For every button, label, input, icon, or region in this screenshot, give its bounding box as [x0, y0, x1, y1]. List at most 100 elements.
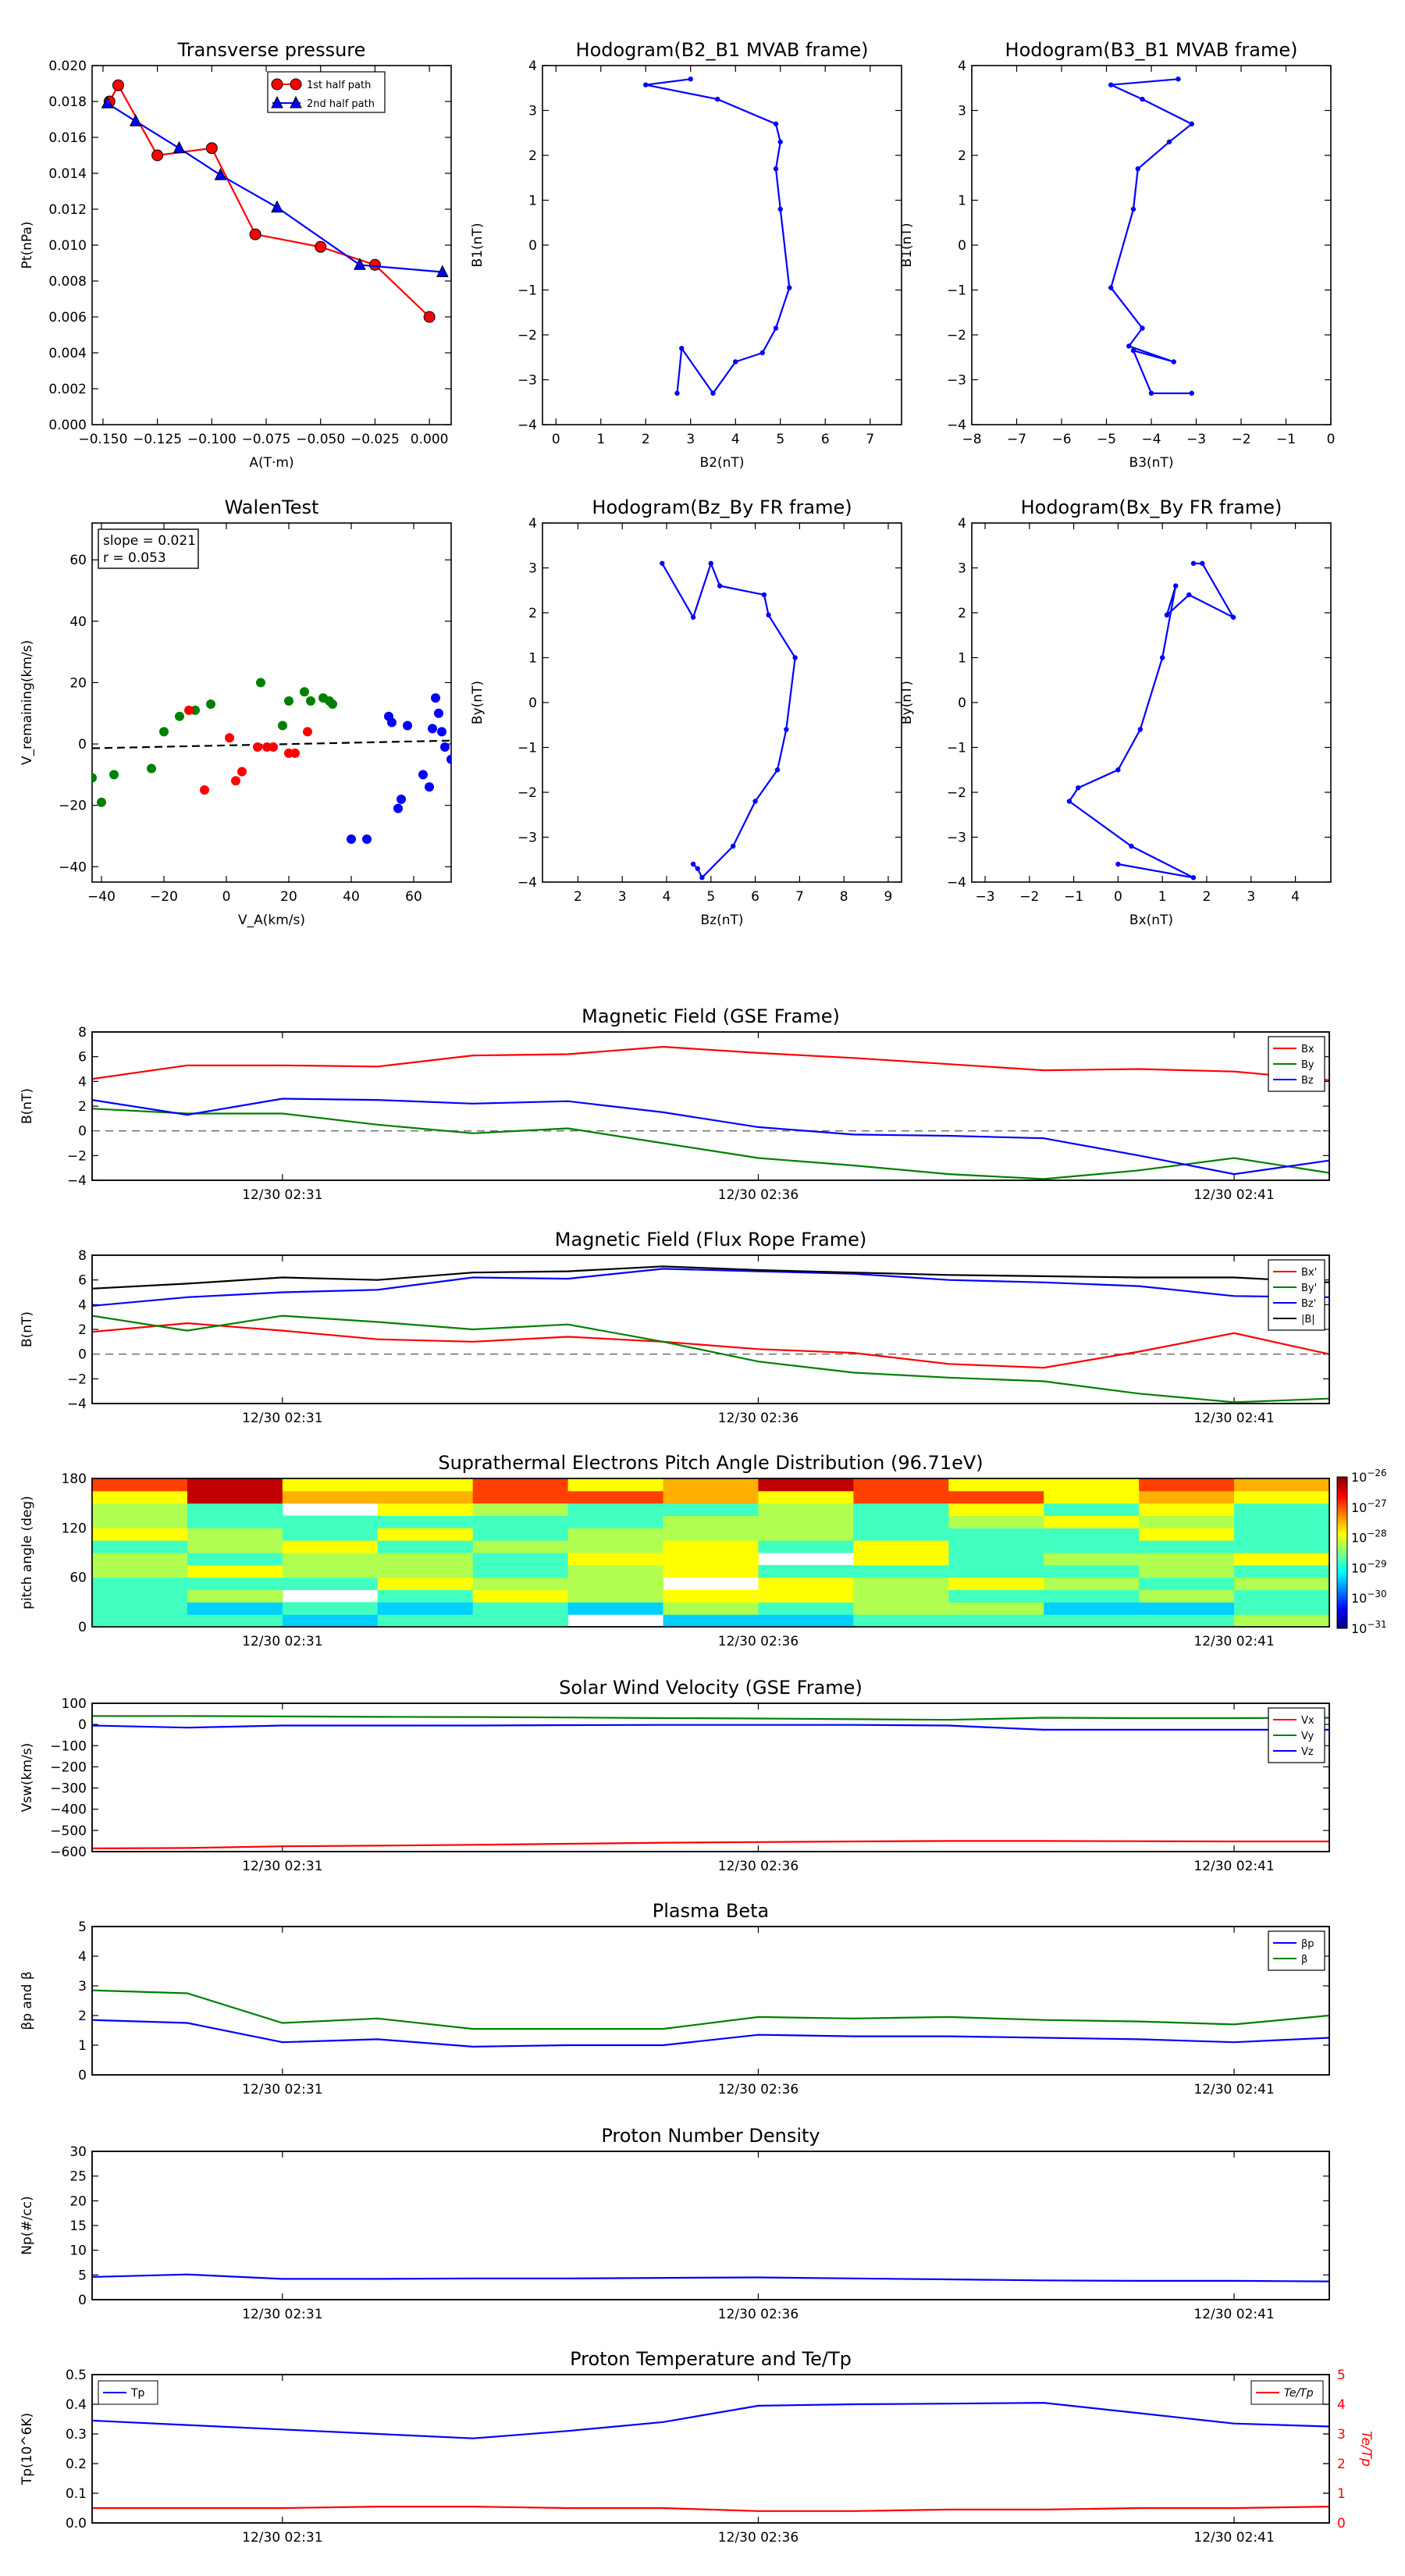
heatmap-cell [282, 1577, 379, 1590]
axes-frame [542, 65, 902, 425]
x-tick-label: 2 [1203, 889, 1211, 905]
x-tick-label: −1 [1276, 432, 1296, 447]
heatmap-cell [1044, 1589, 1140, 1603]
heatmap-cell [853, 1614, 949, 1628]
data-point [436, 265, 449, 277]
heatmap-cell [663, 1540, 759, 1553]
y-tick-label: −20 [59, 799, 87, 814]
y-axis-label-right: Te/Tp [1358, 2431, 1374, 2467]
heatmap-cell [567, 1503, 664, 1516]
x-axis-label: Bz(nT) [700, 913, 743, 928]
x-tick-label: 0.000 [411, 432, 449, 447]
heatmap-cell [567, 1478, 664, 1492]
legend-box [267, 71, 386, 113]
legend-label: Vy [1301, 1731, 1314, 1742]
y-tick-label-right: 5 [1337, 2368, 1346, 2383]
data-point [173, 141, 186, 154]
legend-label: 2nd half path [307, 98, 375, 110]
data-point [1171, 359, 1176, 365]
data-point [423, 311, 436, 323]
y-tick-label: 2 [958, 148, 966, 164]
y-tick-label: −3 [947, 373, 966, 389]
panel-mag_fr: Magnetic Field (Flux Rope Frame) B(nT) −4 −… [20, 1229, 1330, 1426]
data-point [1176, 76, 1181, 82]
heatmap-cell [92, 1540, 188, 1553]
y-tick-label: 0.0 [66, 2516, 87, 2532]
panel-transverse_pressure: Transverse pressure A(T·m) Pt(nPa) 0.000 0.0… [20, 39, 452, 471]
x-tick-label: 12/30 02:36 [718, 2307, 799, 2322]
y-tick-label: 100 [62, 1696, 87, 1712]
series-line [108, 84, 430, 318]
data-point [777, 139, 783, 144]
heatmap-cell [1044, 1540, 1140, 1553]
series-line [92, 1715, 1329, 1721]
heatmap-cell [282, 1540, 379, 1553]
y-tick-label: 3 [528, 561, 537, 577]
scatter-point [237, 767, 247, 777]
y-tick-label: 0.2 [66, 2457, 87, 2472]
panel-hodogram_bxby: Hodogram(Bx_By FR frame) Bx(nT) By(nT) −4 −3… [899, 496, 1332, 928]
series-line [646, 78, 791, 395]
series-line [106, 102, 443, 273]
heatmap-cell [92, 1528, 188, 1541]
heatmap-cell [92, 1564, 188, 1578]
heatmap-cell [92, 1515, 188, 1528]
axes-frame [971, 522, 1332, 883]
y-axis-label: pitch angle (deg) [20, 1496, 35, 1610]
x-tick-label: −5 [1097, 432, 1116, 447]
axes-frame [91, 1031, 1330, 1181]
x-tick-label: −0.025 [350, 432, 400, 447]
y-tick-label: 4 [958, 59, 966, 74]
data-point [1166, 139, 1172, 144]
chart-title: Magnetic Field (Flux Rope Frame) [555, 1229, 866, 1251]
x-tick-label: 12/30 02:31 [242, 2530, 322, 2546]
y-tick-label: 2 [78, 1099, 87, 1115]
heatmap-cell [1044, 1528, 1140, 1541]
scatter-point [393, 803, 403, 813]
colorbar [1336, 1476, 1348, 1629]
y-tick-label: 0.004 [48, 346, 87, 361]
x-tick-label: 12/30 02:31 [242, 1634, 322, 1649]
heatmap-cell [187, 1540, 283, 1553]
data-point [315, 240, 327, 253]
y-tick-label: 0.4 [66, 2397, 87, 2413]
y-tick-label: 4 [528, 59, 537, 74]
data-point [1129, 843, 1134, 849]
axes-frame [91, 65, 452, 425]
heatmap-cell [1234, 1589, 1330, 1603]
x-tick-label: 0 [222, 889, 231, 905]
y-tick-label-right: 0 [1337, 2516, 1346, 2532]
scatter-point [278, 720, 287, 731]
x-tick-label: 12/30 02:36 [718, 1634, 799, 1649]
chart-title: Plasma Beta [653, 1900, 769, 1922]
y-tick-label: 0 [78, 737, 87, 753]
y-tick-label: 20 [69, 675, 87, 691]
heatmap-cell [853, 1490, 949, 1504]
heatmap-cell [1234, 1515, 1330, 1528]
data-point [1189, 121, 1194, 126]
scatter-point [225, 733, 234, 743]
y-tick-label: 40 [69, 614, 87, 630]
y-tick-label: 6 [78, 1273, 87, 1289]
data-point [1186, 592, 1192, 598]
heatmap-cell [1234, 1528, 1330, 1541]
heatmap-cell [853, 1589, 949, 1603]
panel-vsw: Solar Wind Velocity (GSE Frame) Vsw(km/s)… [20, 1677, 1330, 1874]
x-tick-label: 12/30 02:31 [242, 2307, 322, 2322]
legend-marker [290, 78, 302, 91]
scatter-point [347, 834, 356, 844]
data-point [733, 359, 738, 365]
heatmap-cell [187, 1503, 283, 1516]
x-tick-label: 4 [663, 889, 671, 905]
data-point [660, 560, 665, 566]
data-point [690, 614, 696, 620]
heatmap-cell [1139, 1577, 1235, 1590]
y-tick-label: 1 [78, 2038, 87, 2054]
heatmap-cell [663, 1614, 759, 1628]
heatmap-cell [472, 1564, 569, 1578]
legend-label: By [1301, 1059, 1314, 1071]
heatmap-cell [472, 1589, 569, 1603]
data-point [1076, 785, 1081, 791]
y-tick-label: 20 [69, 2194, 87, 2209]
annotation-box [98, 528, 199, 569]
